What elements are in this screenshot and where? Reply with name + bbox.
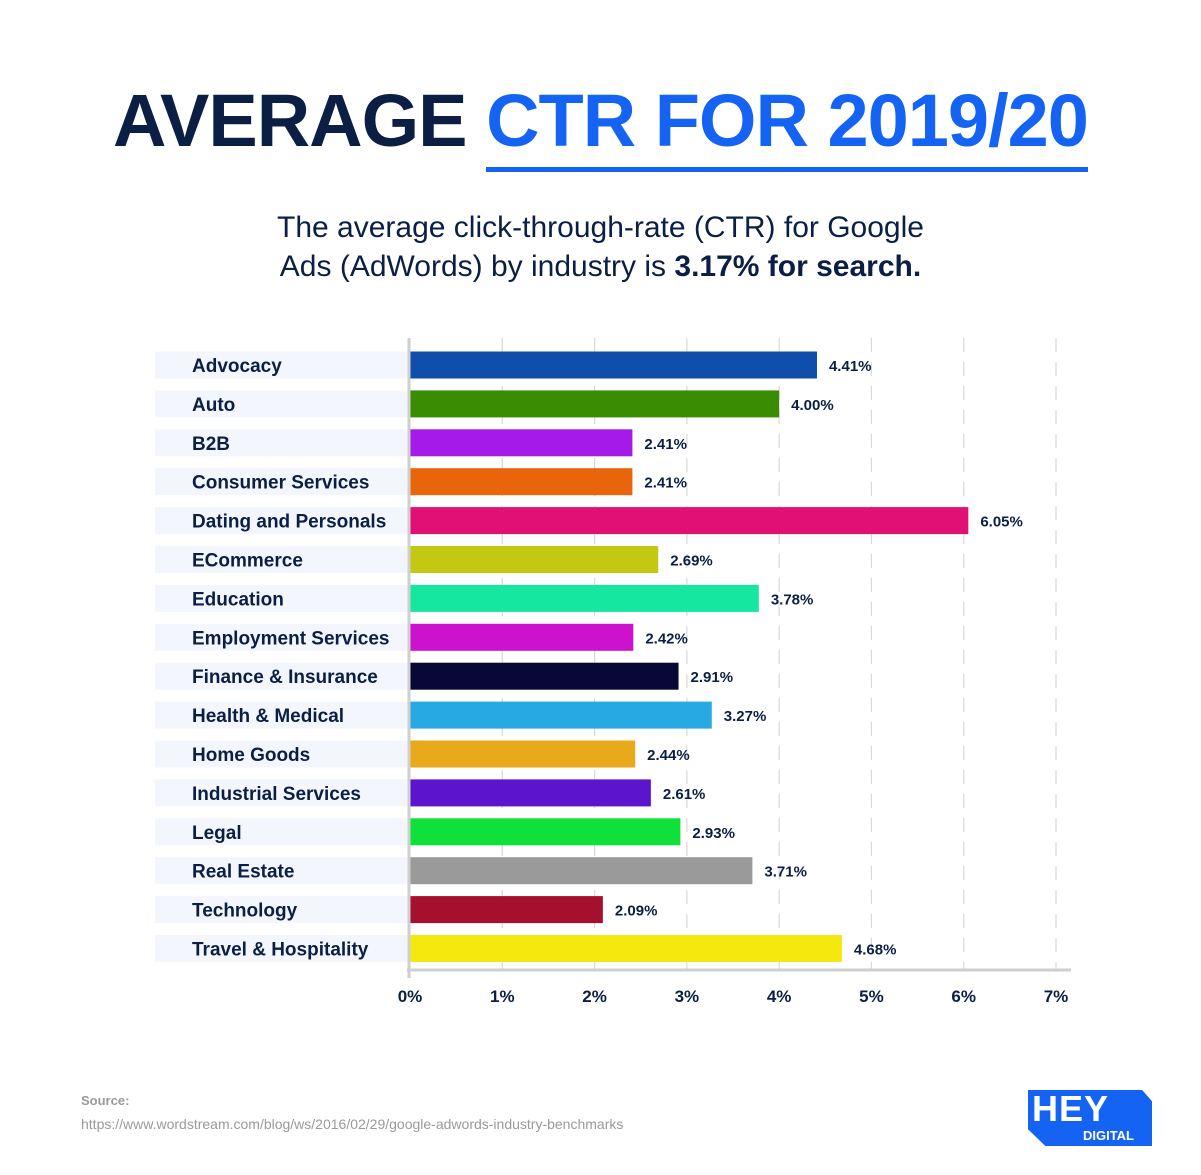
data-label: 2.69% <box>670 553 713 570</box>
x-tick-label: 3% <box>675 987 700 1006</box>
category-label: Consumer Services <box>192 473 369 494</box>
data-label: 2.42% <box>645 630 688 647</box>
x-tick-label: 6% <box>951 987 976 1006</box>
category-band <box>155 546 408 573</box>
category-label: Health & Medical <box>192 706 344 727</box>
x-tick-label: 0% <box>398 987 423 1006</box>
x-tick-label: 1% <box>490 987 515 1006</box>
bar <box>410 779 651 807</box>
bar <box>410 546 659 573</box>
bar <box>410 623 634 651</box>
data-label: 4.68% <box>854 942 897 959</box>
category-label: ECommerce <box>192 551 303 572</box>
bar <box>410 390 780 418</box>
source-url: https://www.wordstream.com/blog/ws/2016/… <box>81 1116 624 1132</box>
data-label: 3.71% <box>764 864 807 881</box>
bar <box>410 740 636 768</box>
category-band <box>155 468 408 496</box>
category-band <box>155 701 408 729</box>
subtitle-line-2: Ads (AdWords) by industry is <box>279 250 667 283</box>
data-label: 3.78% <box>771 591 814 608</box>
bar <box>410 584 759 612</box>
category-band <box>155 507 408 535</box>
page-title: AVERAGE CTR FOR 2019/20 <box>0 78 1201 172</box>
bar <box>410 818 681 846</box>
data-label: 2.93% <box>692 825 735 842</box>
data-label: 2.41% <box>644 436 687 453</box>
category-label: Technology <box>192 901 298 922</box>
category-label: Real Estate <box>192 862 294 883</box>
category-band <box>155 818 408 846</box>
x-tick-label: 7% <box>1044 987 1069 1006</box>
category-label: B2B <box>192 434 230 455</box>
category-band <box>155 351 408 379</box>
bar <box>410 351 817 379</box>
hey-digital-logo: HEY DIGITAL <box>1028 1090 1152 1146</box>
subtitle-bold: 3.17% for search. <box>674 250 922 283</box>
bar <box>410 468 633 496</box>
category-band <box>155 390 408 418</box>
category-label: Advocacy <box>192 356 282 377</box>
data-label: 4.41% <box>829 358 872 375</box>
data-label: 3.27% <box>724 708 767 725</box>
bar <box>410 857 753 885</box>
data-label: 2.44% <box>647 747 690 764</box>
category-label: Education <box>192 589 284 610</box>
data-label: 2.91% <box>691 669 734 686</box>
source-label: Source: <box>81 1093 130 1108</box>
category-label: Dating and Personals <box>192 512 386 533</box>
bar <box>410 896 603 924</box>
category-label: Legal <box>192 823 242 844</box>
category-band <box>155 779 408 807</box>
category-label: Finance & Insurance <box>192 667 378 688</box>
category-band <box>155 662 408 690</box>
title-part-1: AVERAGE <box>113 79 467 162</box>
category-band <box>155 857 408 885</box>
data-label: 2.41% <box>644 475 687 492</box>
x-tick-label: 2% <box>582 987 607 1006</box>
data-label: 2.09% <box>615 903 658 920</box>
category-band <box>155 740 408 768</box>
category-label: Industrial Services <box>192 784 361 805</box>
category-label: Home Goods <box>192 745 310 766</box>
data-label: 4.00% <box>791 397 834 414</box>
bar <box>410 662 679 690</box>
category-band <box>155 623 408 651</box>
category-label: Auto <box>192 395 235 416</box>
data-label: 2.61% <box>663 786 706 803</box>
category-band <box>155 429 408 457</box>
x-tick-label: 5% <box>859 987 884 1006</box>
category-band <box>155 896 408 924</box>
category-label: Travel & Hospitality <box>192 940 369 961</box>
data-label: 6.05% <box>980 514 1023 531</box>
subtitle-line-1: The average click-through-rate (CTR) for… <box>277 211 924 244</box>
subtitle: The average click-through-rate (CTR) for… <box>0 208 1201 286</box>
category-band <box>155 935 408 962</box>
category-band <box>155 584 408 612</box>
bar <box>410 429 633 457</box>
bar <box>410 507 969 535</box>
category-label: Employment Services <box>192 628 389 649</box>
bar <box>410 935 842 962</box>
x-tick-label: 4% <box>767 987 792 1006</box>
bar <box>410 701 712 729</box>
title-highlight: CTR FOR 2019/20 <box>486 78 1089 172</box>
